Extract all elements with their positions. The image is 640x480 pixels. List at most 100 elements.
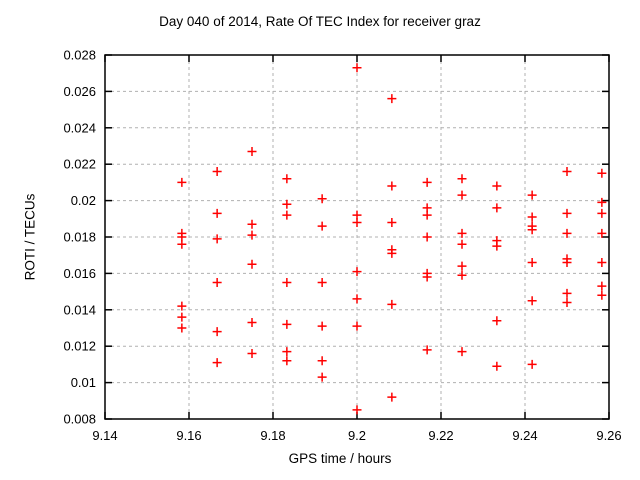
chart-title: Day 040 of 2014, Rate Of TEC Index for r… <box>159 14 481 29</box>
data-point-marker <box>247 348 257 358</box>
data-point-marker <box>177 312 187 322</box>
data-point-marker <box>527 359 537 369</box>
data-point-marker <box>597 281 607 291</box>
data-point-marker <box>597 197 607 207</box>
y-tick-label: 0.024 <box>63 120 96 135</box>
data-point-marker <box>562 166 572 176</box>
y-tick-label: 0.018 <box>63 230 96 245</box>
data-point-marker <box>282 319 292 329</box>
y-tick-label: 0.028 <box>63 48 96 63</box>
data-point-marker <box>352 294 362 304</box>
data-point-marker <box>457 228 467 238</box>
data-point-marker <box>317 372 327 382</box>
data-point-marker <box>177 301 187 311</box>
data-point-marker <box>212 234 222 244</box>
data-point-marker <box>177 177 187 187</box>
data-point-marker <box>212 327 222 337</box>
data-point-marker <box>387 299 397 309</box>
data-point-marker <box>247 230 257 240</box>
data-point-marker <box>597 228 607 238</box>
x-tick-label: 9.18 <box>260 428 285 443</box>
data-point-marker <box>387 217 397 227</box>
data-point-marker <box>177 323 187 333</box>
x-axis-label: GPS time / hours <box>288 451 392 466</box>
y-tick-label: 0.012 <box>63 339 96 354</box>
y-tick-label: 0.022 <box>63 157 96 172</box>
data-point-marker <box>562 257 572 267</box>
data-point-marker <box>422 272 432 282</box>
data-point-marker <box>492 241 502 251</box>
data-point-marker <box>282 199 292 209</box>
data-point-marker <box>597 168 607 178</box>
data-point-marker <box>527 225 537 235</box>
data-point-marker <box>247 146 257 156</box>
data-point-marker <box>527 190 537 200</box>
data-point-marker <box>457 190 467 200</box>
data-point-marker <box>597 208 607 218</box>
data-point-marker <box>422 345 432 355</box>
x-tick-label: 9.2 <box>348 428 366 443</box>
y-tick-label: 0.02 <box>71 193 96 208</box>
data-point-marker <box>457 239 467 249</box>
data-point-marker <box>562 298 572 308</box>
y-tick-label: 0.014 <box>63 302 96 317</box>
x-tick-label: 9.16 <box>176 428 201 443</box>
data-point-marker <box>317 278 327 287</box>
data-point-marker <box>317 321 327 331</box>
data-point-marker <box>212 208 222 218</box>
data-point-marker <box>527 212 537 222</box>
data-point-marker <box>422 232 432 242</box>
data-point-marker <box>527 257 537 267</box>
y-tick-label: 0.01 <box>71 375 96 390</box>
data-point-marker <box>247 318 257 328</box>
data-point-marker <box>457 261 467 271</box>
data-point-marker <box>352 63 362 73</box>
data-point-marker <box>352 405 362 415</box>
data-point-marker <box>282 210 292 220</box>
data-point-marker <box>422 210 432 220</box>
x-tick-label: 9.24 <box>512 428 537 443</box>
data-point-marker <box>562 288 572 298</box>
data-point-marker <box>282 278 292 287</box>
data-point-marker <box>352 217 362 227</box>
data-point-marker <box>177 239 187 249</box>
data-point-marker <box>562 208 572 218</box>
data-point-marker <box>247 219 257 229</box>
y-tick-label: 0.026 <box>63 84 96 99</box>
data-point-marker <box>387 248 397 258</box>
data-point-marker <box>282 174 292 184</box>
data-point-marker <box>597 290 607 300</box>
data-point-marker <box>597 257 607 267</box>
data-point-marker <box>562 228 572 238</box>
data-point-marker <box>387 94 397 104</box>
data-point-marker <box>212 278 222 287</box>
data-point-marker <box>387 392 397 402</box>
x-tick-label: 9.26 <box>596 428 621 443</box>
data-point-marker <box>527 296 537 306</box>
data-point-marker <box>387 181 397 191</box>
x-tick-label: 9.22 <box>428 428 453 443</box>
data-point-marker <box>282 347 292 357</box>
data-point-marker <box>457 270 467 280</box>
data-point-marker <box>457 347 467 357</box>
data-point-marker <box>352 321 362 331</box>
data-point-marker <box>492 316 502 326</box>
data-point-marker <box>212 166 222 176</box>
data-point-marker <box>492 181 502 191</box>
x-tick-label: 9.14 <box>92 428 117 443</box>
data-point-marker <box>317 356 327 366</box>
y-tick-label: 0.016 <box>63 266 96 281</box>
data-point-marker <box>492 361 502 371</box>
data-point-marker <box>352 267 362 277</box>
data-point-marker <box>317 194 327 204</box>
data-point-marker <box>317 221 327 231</box>
data-point-marker <box>492 203 502 213</box>
data-point-marker <box>247 259 257 269</box>
y-tick-label: 0.008 <box>63 412 96 427</box>
data-point-marker <box>282 356 292 366</box>
data-point-marker <box>457 174 467 184</box>
data-point-marker <box>422 177 432 187</box>
data-point-marker <box>212 358 222 368</box>
